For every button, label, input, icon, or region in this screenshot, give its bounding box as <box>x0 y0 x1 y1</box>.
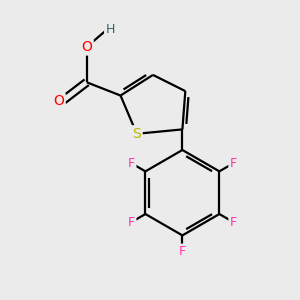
Text: F: F <box>179 245 186 258</box>
Text: F: F <box>128 216 135 229</box>
Text: F: F <box>230 216 237 229</box>
Text: H: H <box>106 23 115 36</box>
Text: F: F <box>128 157 135 170</box>
Text: O: O <box>53 94 64 108</box>
Text: S: S <box>132 127 141 141</box>
Text: F: F <box>230 157 237 170</box>
Text: O: O <box>81 40 92 54</box>
